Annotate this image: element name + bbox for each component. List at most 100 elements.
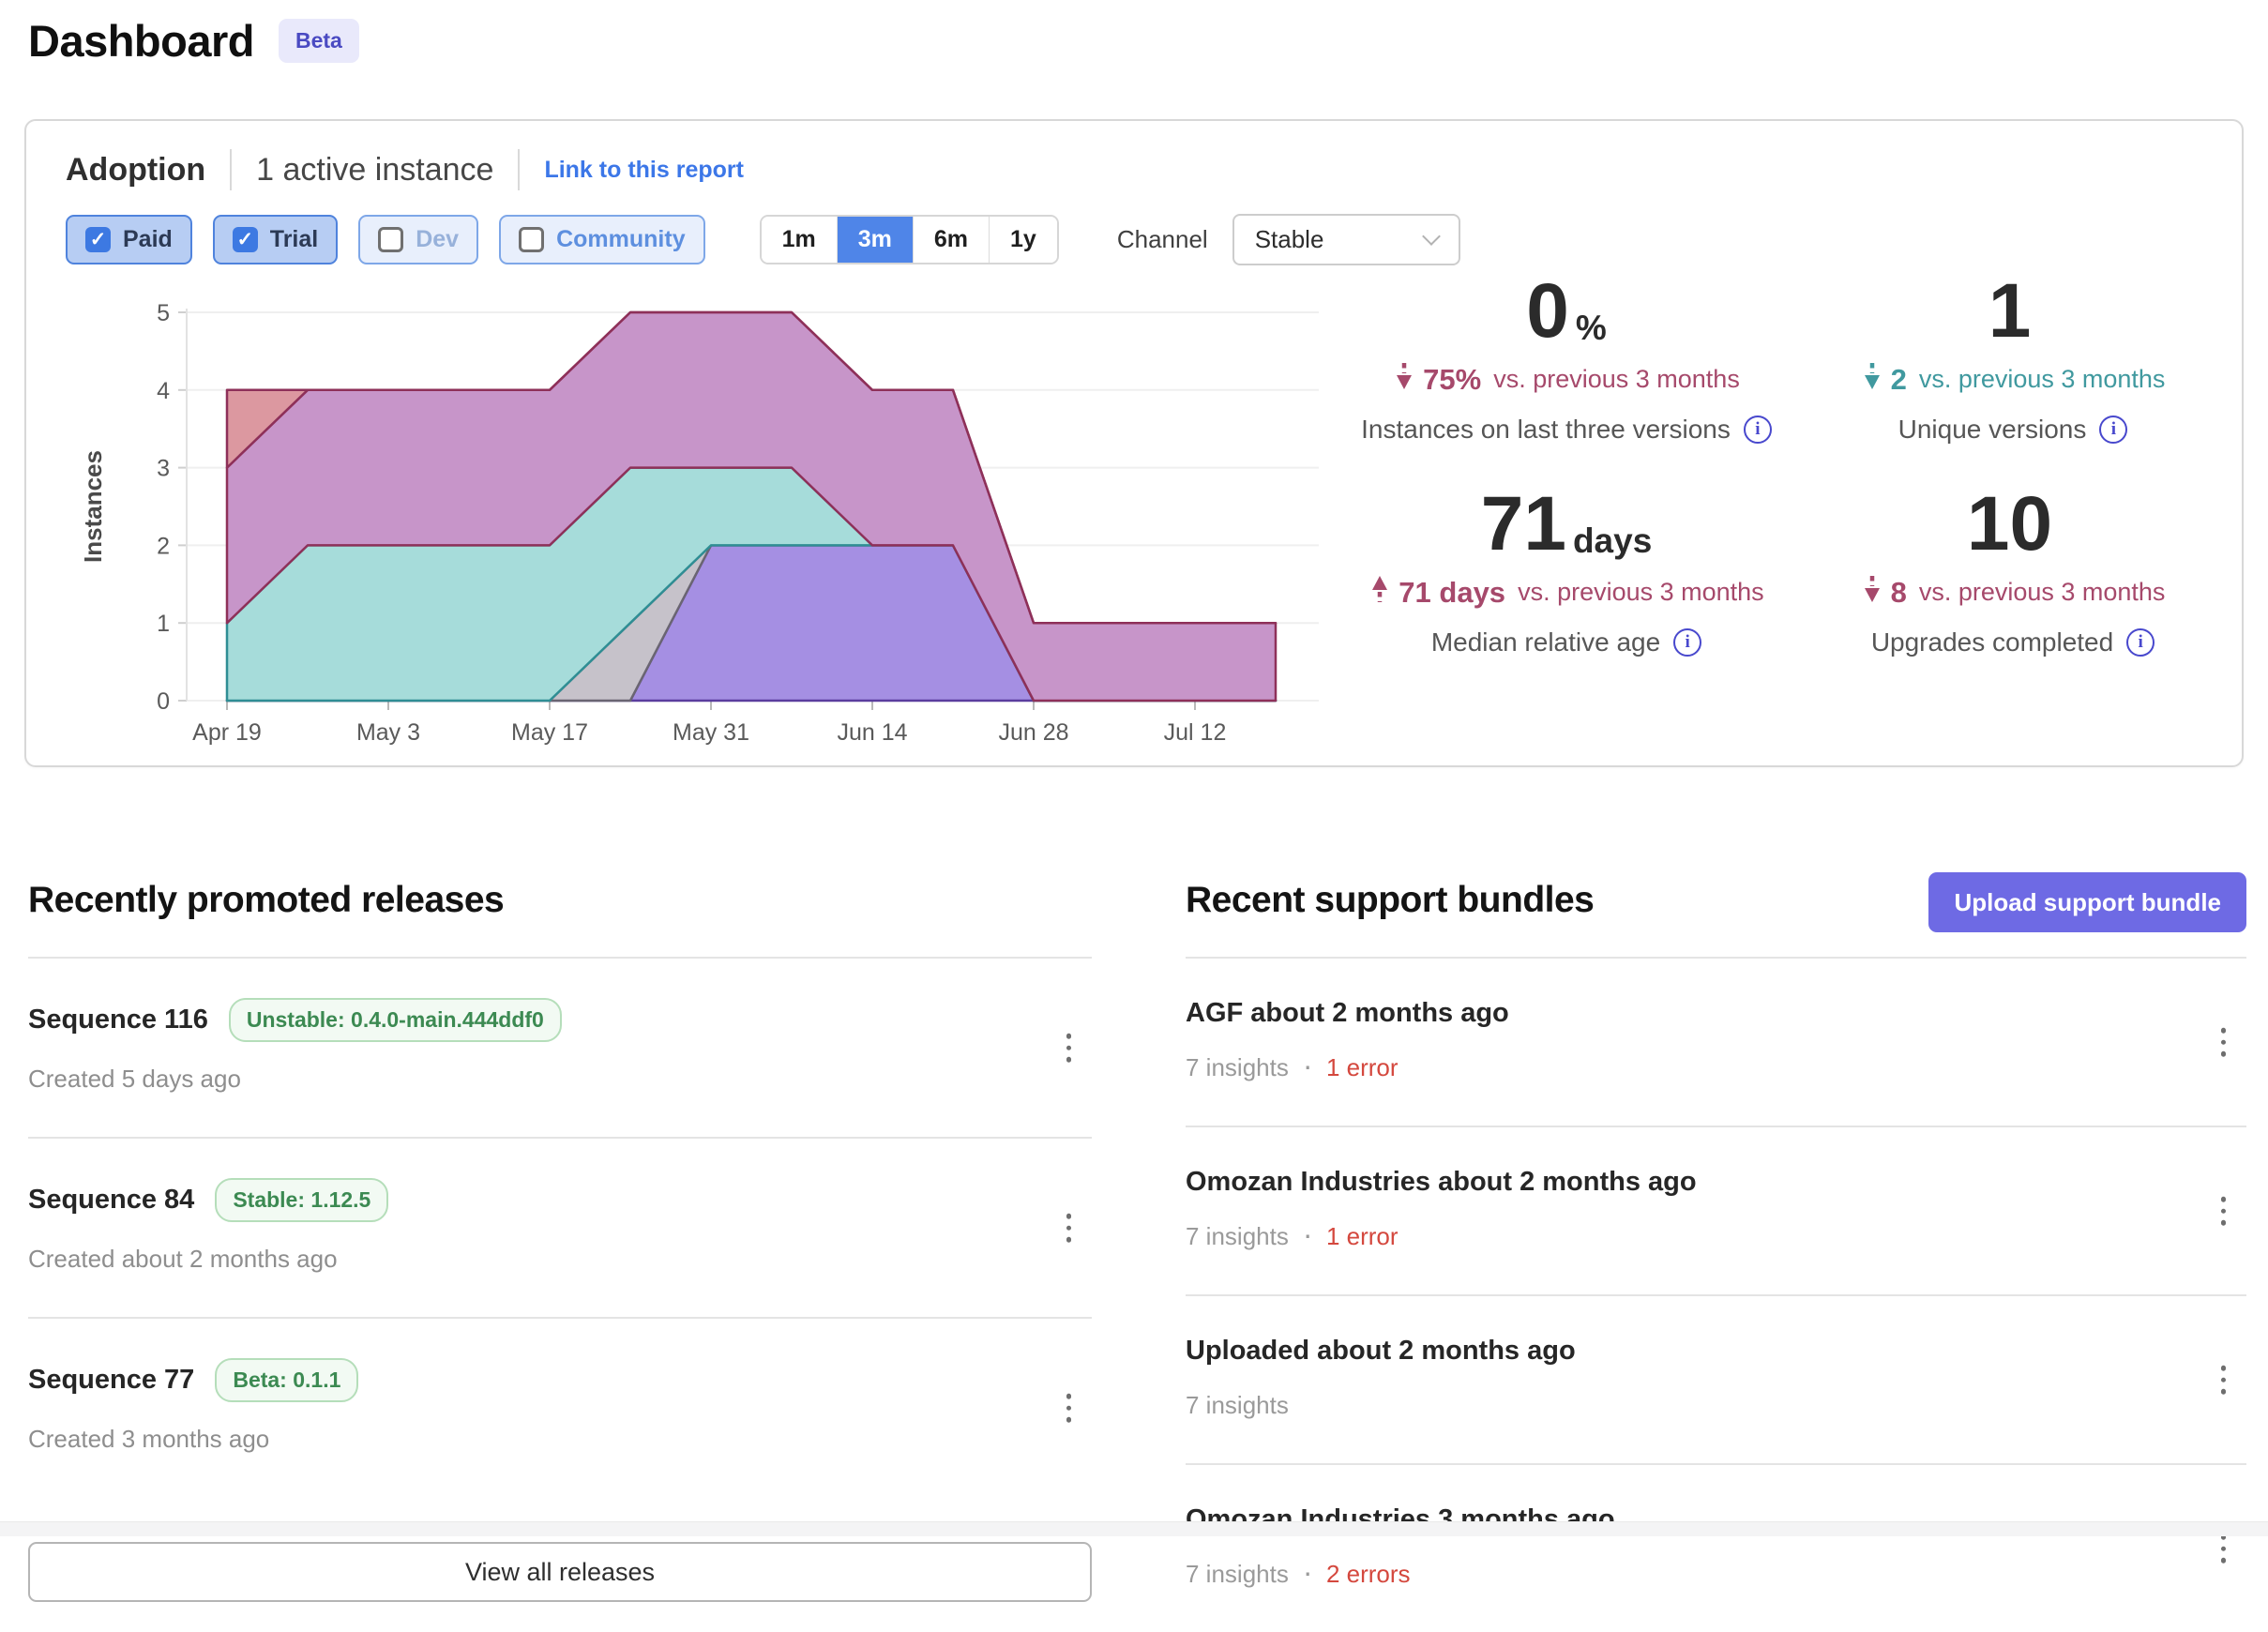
release-name: Sequence 84	[28, 1185, 195, 1215]
bundles-header: Recent support bundles Upload support bu…	[1186, 872, 2246, 957]
adoption-chart: 0 1 2 3 4 5 Apr 19 May 3 May 17 May 31 Jun 14 Jun 2…	[26, 295, 1358, 763]
filter-chip-trial[interactable]: ✓ Trial	[212, 215, 339, 264]
filter-row: ✓ Paid ✓ Trial Dev Community 1m 3m 6m 1y	[66, 214, 1460, 265]
release-row: Sequence 84 Stable: 1.12.5 Created about…	[28, 1137, 1092, 1317]
svg-text:May 17: May 17	[511, 719, 588, 746]
bundle-insights: 7 insights	[1186, 1560, 1289, 1588]
svg-text:4: 4	[157, 378, 170, 404]
checkbox-icon: ✓	[85, 227, 111, 252]
kebab-menu-icon[interactable]	[2212, 1356, 2236, 1404]
channel-selected-value: Stable	[1254, 225, 1324, 253]
recent-support-bundles-section: Recent support bundles Upload support bu…	[1186, 872, 2246, 1632]
svg-text:2: 2	[157, 533, 170, 559]
kebab-menu-icon[interactable]	[1057, 1384, 1081, 1432]
range-6m[interactable]: 6m	[912, 217, 990, 263]
bundle-row: Omozan Industries 3 months ago 7 insight…	[1186, 1463, 2246, 1632]
bundle-insights: 7 insights	[1186, 1053, 1289, 1081]
filter-chip-label: Paid	[123, 226, 173, 252]
trend-down-icon	[1861, 574, 1883, 611]
page-title: Dashboard	[28, 16, 255, 66]
bundle-meta: 7 insights · 2 errors	[1186, 1555, 1411, 1589]
kebab-menu-icon[interactable]	[1057, 1204, 1081, 1252]
bundle-errors: 1 error	[1325, 1053, 1399, 1081]
beta-badge: Beta	[279, 19, 359, 63]
svg-text:3: 3	[157, 456, 170, 482]
adoption-card: Adoption 1 active instance Link to this …	[24, 119, 2244, 767]
dashboard-page: { "page": { "title": "Dashboard", "beta_…	[0, 15, 2268, 1602]
info-icon[interactable]: i	[2099, 416, 2128, 444]
range-3m[interactable]: 3m	[836, 217, 913, 263]
svg-text:May 31: May 31	[673, 719, 749, 746]
svg-text:May 3: May 3	[356, 719, 420, 746]
stat-delta: 75% vs. previous 3 months	[1343, 361, 1790, 398]
page-bottom-strip	[0, 1521, 2268, 1536]
info-icon[interactable]: i	[1673, 628, 1702, 657]
bundle-row: AGF about 2 months ago 7 insights · 1 er…	[1186, 959, 2246, 1126]
stat-value: 10	[1966, 481, 2053, 567]
divider	[518, 149, 521, 190]
filter-chip-community[interactable]: Community	[499, 215, 705, 264]
page-header: Dashboard Beta	[28, 15, 359, 67]
checkbox-icon	[378, 227, 404, 252]
svg-text:Jun 14: Jun 14	[837, 719, 907, 746]
stat-label: Instances on last three versions i	[1343, 415, 1790, 445]
link-to-report[interactable]: Link to this report	[544, 156, 744, 183]
adoption-card-header: Adoption 1 active instance Link to this …	[66, 149, 744, 190]
kebab-menu-icon[interactable]	[1057, 1024, 1081, 1072]
view-all-releases-button[interactable]: View all releases	[28, 1542, 1092, 1602]
svg-text:5: 5	[157, 300, 170, 326]
info-icon[interactable]: i	[2126, 628, 2155, 657]
filter-chip-paid[interactable]: ✓ Paid	[66, 215, 192, 264]
release-created: Created about 2 months ago	[28, 1245, 338, 1273]
stat-value: 71 days	[1480, 481, 1653, 567]
trend-down-icon	[1861, 361, 1883, 398]
svg-text:Instances: Instances	[79, 450, 107, 563]
filter-chip-label: Trial	[269, 226, 319, 252]
filter-chip-label: Community	[556, 226, 686, 252]
stat-unique-versions: 1 2 vs. previous 3 months Unique version…	[1790, 273, 2236, 465]
stat-value: 1	[1988, 268, 2032, 354]
bundle-row: Omozan Industries about 2 months ago 7 i…	[1186, 1126, 2246, 1294]
divider	[230, 149, 233, 190]
channel-select[interactable]: Stable	[1232, 214, 1460, 265]
bundle-meta: 7 insights · 1 error	[1186, 1049, 1399, 1082]
channel-control: Channel Stable	[1117, 214, 1460, 265]
upload-support-bundle-button[interactable]: Upload support bundle	[1928, 872, 2246, 932]
range-1m[interactable]: 1m	[761, 217, 837, 263]
filter-chip-label: Dev	[416, 226, 460, 252]
bundle-meta: 7 insights ·	[1186, 1391, 2246, 1420]
release-channel-badge: Stable: 1.12.5	[215, 1178, 389, 1222]
stat-label: Unique versions i	[1790, 415, 2236, 445]
info-icon[interactable]: i	[1743, 416, 1772, 444]
adoption-title: Adoption	[66, 151, 206, 188]
active-instance-count: 1 active instance	[256, 151, 494, 188]
bundle-title: AGF about 2 months ago	[1186, 998, 1509, 1028]
kebab-menu-icon[interactable]	[2212, 1187, 2236, 1235]
stat-label: Upgrades completed i	[1790, 627, 2236, 657]
svg-text:1: 1	[157, 611, 170, 637]
checkbox-icon: ✓	[232, 227, 258, 252]
bundle-meta: 7 insights · 1 error	[1186, 1217, 1399, 1251]
channel-label: Channel	[1116, 225, 1208, 253]
releases-header: Recently promoted releases	[28, 880, 1092, 957]
release-channel-badge: Beta: 0.1.1	[215, 1358, 359, 1402]
trend-up-icon	[1368, 574, 1391, 611]
stat-label: Median relative age i	[1343, 627, 1790, 657]
range-1y[interactable]: 1y	[989, 217, 1057, 263]
kebab-menu-icon[interactable]	[2212, 1019, 2236, 1066]
checkbox-icon	[519, 227, 545, 252]
adoption-stats: 0% 75% vs. previous 3 months Instances o…	[1343, 262, 2236, 678]
svg-text:Apr 19: Apr 19	[192, 719, 262, 746]
license-filter-chips: ✓ Paid ✓ Trial Dev Community	[66, 215, 705, 264]
bundle-errors: 1 error	[1325, 1222, 1399, 1250]
release-row: Sequence 77 Beta: 0.1.1 Created 3 months…	[28, 1317, 1092, 1497]
svg-text:Jun 28: Jun 28	[998, 719, 1068, 746]
stat-delta: 2 vs. previous 3 months	[1790, 361, 2236, 398]
adoption-chart-svg: 0 1 2 3 4 5 Apr 19 May 3 May 17 May 31 Jun 14 Jun 2…	[79, 300, 1319, 746]
bundle-insights: 7 insights	[1186, 1222, 1289, 1250]
bundles-heading: Recent support bundles	[1186, 880, 1595, 920]
bundle-title: Uploaded about 2 months ago	[1186, 1336, 1576, 1366]
release-name: Sequence 116	[28, 1005, 208, 1035]
filter-chip-dev[interactable]: Dev	[358, 215, 479, 264]
stat-median-relative-age: 71 days 71 days vs. previous 3 months Med…	[1343, 486, 1790, 678]
